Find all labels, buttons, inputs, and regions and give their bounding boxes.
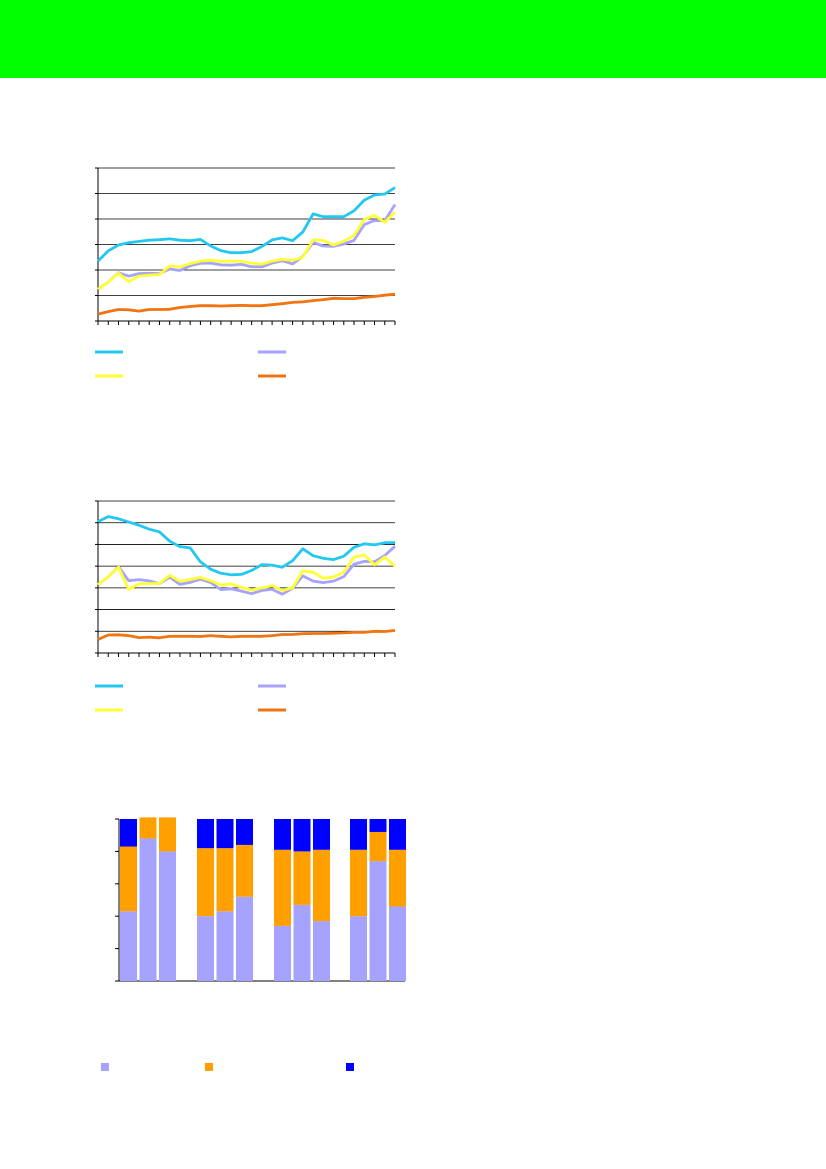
chart-2-bar-1-segment-1 — [139, 817, 157, 839]
chart-2-bar-9-segment-1 — [350, 849, 367, 917]
chart-2-bar-4-segment-0 — [216, 911, 234, 981]
chart-1-series-1-line — [97, 545, 396, 596]
chart-2-bar-5-segment-2 — [236, 819, 253, 845]
chart-2-bar-7-segment-1 — [293, 851, 311, 905]
chart-2-bar-10-segment-0 — [369, 861, 387, 981]
chart-2-bar-0-segment-2 — [120, 819, 137, 847]
chart-2-bar-4-segment-2 — [216, 819, 234, 849]
chart-2-bar-11-segment-0 — [389, 906, 406, 981]
chart-2-bar-10-segment-2 — [369, 819, 387, 832]
chart-2-bar-11-segment-2 — [389, 819, 406, 850]
chart-2-bar-4-segment-1 — [216, 848, 234, 912]
chart-1-series-0-line — [97, 515, 395, 577]
chart-2-bar-3-segment-0 — [197, 916, 214, 981]
chart-1-series-3-line — [97, 629, 396, 641]
chart-0-series-1-line — [97, 203, 397, 291]
chart-2-bar-6-segment-1 — [274, 849, 291, 926]
chart-2-bar-3-segment-2 — [197, 819, 214, 849]
chart-2-bar-8-segment-2 — [313, 819, 330, 850]
chart-2-bar-10-segment-1 — [369, 831, 387, 862]
chart-0-series-3-line — [97, 292, 396, 316]
chart-2-bar-0-segment-0 — [120, 911, 137, 981]
chart-2-bar-5-segment-1 — [236, 844, 253, 897]
chart-2-bar-7-segment-2 — [293, 819, 311, 852]
chart-2-bar-3-segment-1 — [197, 848, 214, 917]
chart-2-bar-0-segment-1 — [120, 846, 137, 912]
chart-1-series-2-line — [97, 553, 396, 592]
header-band — [0, 0, 826, 78]
chart-2-bar-7-segment-0 — [293, 904, 311, 981]
chart-2-legend-swatch-2 — [346, 1063, 354, 1071]
chart-0-series-2-line — [97, 211, 396, 291]
chart-2-bar-2-segment-1 — [159, 817, 176, 852]
chart-0-series-0-line — [97, 186, 396, 263]
chart-2-bar-9-segment-2 — [350, 819, 367, 850]
chart-2-legend-swatch-0 — [101, 1063, 109, 1071]
chart-2-bar-1-segment-0 — [139, 838, 157, 981]
chart-2-bar-6-segment-2 — [274, 819, 291, 850]
chart-2-bar-6-segment-0 — [274, 925, 291, 981]
chart-2-bar-9-segment-0 — [350, 916, 367, 981]
chart-2-bar-8-segment-0 — [313, 921, 330, 981]
chart-2-bar-2-segment-0 — [159, 851, 176, 981]
chart-2-bar-8-segment-1 — [313, 849, 330, 922]
chart-2-legend-swatch-1 — [205, 1063, 213, 1071]
chart-2-bar-5-segment-0 — [236, 896, 253, 981]
chart-2-bar-11-segment-1 — [389, 849, 406, 907]
